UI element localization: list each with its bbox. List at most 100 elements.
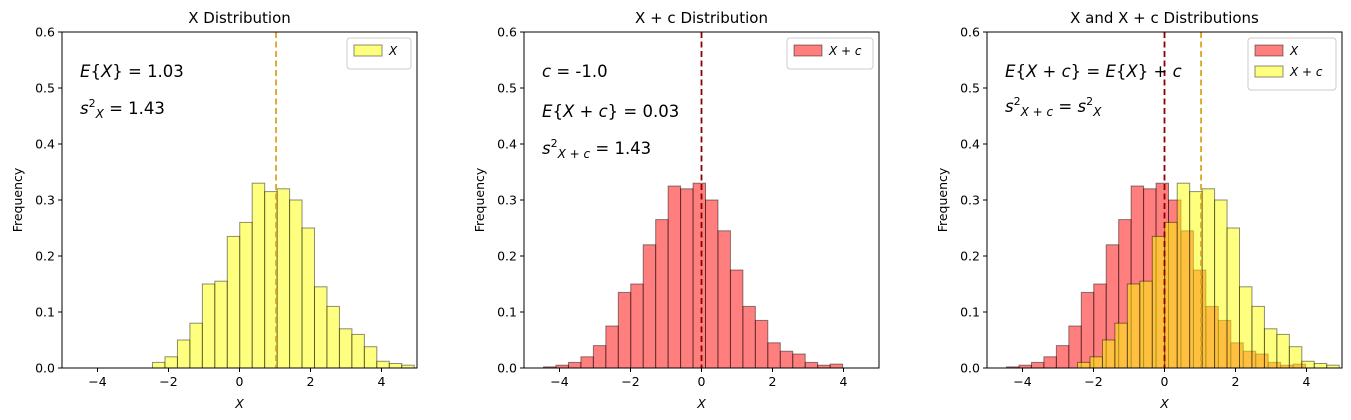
bar bbox=[1114, 322, 1128, 368]
chart-title: X and X + c Distributions bbox=[1070, 9, 1259, 27]
bar bbox=[1018, 364, 1032, 368]
bar bbox=[1239, 286, 1253, 368]
y-axis-label: Frequency bbox=[472, 167, 487, 232]
bar bbox=[1288, 346, 1303, 368]
x-tick-label: 2 bbox=[769, 374, 777, 389]
bar bbox=[630, 283, 644, 368]
legend-swatch bbox=[1254, 44, 1284, 57]
y-tick-label: 0.2 bbox=[960, 249, 980, 264]
x-tick-label: 2 bbox=[1232, 374, 1240, 389]
legend: X X + c bbox=[1247, 37, 1337, 91]
bar bbox=[326, 305, 340, 368]
chart-panel-3: 0.0 0.1 0.2 0.3 0.4 0.5 0.6 −4 −2 0 2 4 X Frequency X … bbox=[935, 9, 1343, 411]
y-tick-label: 0.6 bbox=[497, 25, 517, 40]
bar bbox=[363, 346, 378, 368]
chart-title: X + c Distribution bbox=[635, 9, 768, 27]
y-tick-label: 0.3 bbox=[497, 193, 517, 208]
bar bbox=[401, 364, 415, 368]
bar bbox=[1139, 280, 1153, 368]
y-tick-label: 0.1 bbox=[35, 305, 55, 320]
bar bbox=[1176, 182, 1191, 368]
bar bbox=[680, 188, 694, 368]
annotation-variance: s2X + c = s2X bbox=[1005, 95, 1102, 119]
y-axis-label: Frequency bbox=[935, 167, 950, 232]
bar bbox=[605, 325, 619, 368]
bar bbox=[829, 363, 844, 368]
bar bbox=[301, 227, 316, 368]
y-tick-label: 0.4 bbox=[35, 137, 55, 152]
bar bbox=[226, 235, 241, 368]
x-axis-label: X bbox=[696, 396, 706, 411]
bar bbox=[717, 230, 731, 368]
y-tick-label: 0.1 bbox=[960, 305, 980, 320]
legend-label: X + c bbox=[828, 44, 862, 58]
bar bbox=[1151, 235, 1166, 368]
x-tick-label: −4 bbox=[550, 374, 568, 389]
bar bbox=[567, 361, 582, 368]
bar bbox=[1030, 361, 1045, 368]
bar bbox=[1276, 333, 1290, 368]
bar bbox=[1043, 356, 1057, 368]
bar bbox=[1201, 188, 1216, 368]
y-tick-label: 0.6 bbox=[960, 25, 980, 40]
bar bbox=[592, 345, 607, 368]
bar bbox=[1301, 360, 1315, 368]
bar bbox=[276, 188, 291, 368]
x-tick-label: −4 bbox=[1013, 374, 1031, 389]
y-tick-label: 0.1 bbox=[497, 305, 517, 320]
bar bbox=[1214, 199, 1228, 368]
bar bbox=[1226, 227, 1241, 368]
y-tick-label: 0.0 bbox=[960, 361, 980, 376]
bar bbox=[1164, 221, 1178, 368]
legend-label: X bbox=[388, 44, 398, 58]
annotation-mean: E{X + c} = E{X} + c bbox=[1005, 62, 1182, 81]
bar bbox=[189, 322, 203, 368]
legend-label: X bbox=[1289, 44, 1299, 58]
y-tick-label: 0.6 bbox=[35, 25, 55, 40]
chart-panel-2: 0.0 0.1 0.2 0.3 0.4 0.5 0.6 −4 −2 0 2 4 X Frequency X … bbox=[472, 9, 880, 411]
bar bbox=[1101, 339, 1116, 368]
y-tick-label: 0.3 bbox=[960, 193, 980, 208]
annotation-mean: E{X + c} = 0.03 bbox=[542, 102, 679, 121]
legend-swatch bbox=[353, 44, 383, 57]
y-tick-label: 0.2 bbox=[35, 249, 55, 264]
bar bbox=[1089, 356, 1103, 368]
y-tick-label: 0.3 bbox=[35, 193, 55, 208]
y-tick-label: 0.5 bbox=[497, 81, 517, 96]
bar bbox=[251, 182, 266, 368]
chart-title: X Distribution bbox=[188, 9, 291, 27]
bar bbox=[1077, 361, 1091, 368]
bar bbox=[692, 182, 707, 368]
bar bbox=[1126, 283, 1141, 368]
x-tick-label: −4 bbox=[88, 374, 106, 389]
x-tick-label: 4 bbox=[378, 374, 386, 389]
x-tick-label: 4 bbox=[1303, 374, 1311, 389]
x-axis-label: X bbox=[234, 396, 244, 411]
bar bbox=[376, 360, 390, 368]
bar bbox=[338, 328, 353, 368]
bar bbox=[767, 342, 781, 368]
bar bbox=[152, 361, 166, 368]
y-tick-label: 0.4 bbox=[960, 137, 980, 152]
bar bbox=[1068, 325, 1082, 368]
x-tick-label: 0 bbox=[1161, 374, 1169, 389]
legend: X bbox=[346, 37, 412, 70]
bar bbox=[754, 319, 769, 368]
chart-panel-1: 0.0 0.1 0.2 0.3 0.4 0.5 0.6 −4 −2 0 2 4 X Frequency X … bbox=[10, 9, 418, 411]
y-tick-label: 0.5 bbox=[960, 81, 980, 96]
y-tick-label: 0.0 bbox=[497, 361, 517, 376]
annotation-variance: s2X + c = 1.43 bbox=[542, 137, 651, 161]
bar bbox=[705, 199, 719, 368]
bar bbox=[201, 283, 216, 368]
legend-swatch bbox=[793, 44, 823, 57]
bar bbox=[1326, 364, 1340, 368]
legend: X + c bbox=[786, 37, 874, 70]
y-tick-label: 0.5 bbox=[35, 81, 55, 96]
legend-label: X + c bbox=[1289, 65, 1323, 79]
bar bbox=[667, 185, 682, 368]
x-tick-label: −2 bbox=[159, 374, 177, 389]
y-axis-label: Frequency bbox=[10, 167, 25, 232]
bar bbox=[742, 305, 756, 368]
bar bbox=[239, 221, 253, 368]
